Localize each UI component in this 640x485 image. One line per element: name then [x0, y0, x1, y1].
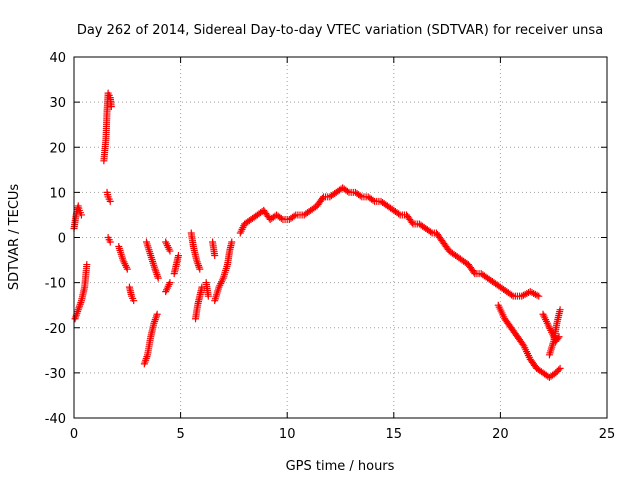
data-point: [555, 366, 563, 374]
x-tick-label: 5: [176, 427, 184, 442]
y-tick-label: 0: [58, 232, 66, 247]
data-point: [211, 252, 219, 260]
x-tick-label: 20: [492, 427, 509, 442]
x-tick-label: 25: [599, 427, 616, 442]
data-point: [408, 218, 416, 226]
x-tick-label: 0: [70, 427, 78, 442]
data-point: [107, 103, 115, 111]
data-point: [130, 297, 138, 305]
y-tick-label: -40: [45, 412, 66, 427]
y-tick-label: -10: [45, 277, 66, 292]
chart-title: Day 262 of 2014, Sidereal Day-to-day VTE…: [77, 23, 603, 38]
data-point: [174, 252, 182, 260]
data-point: [556, 306, 564, 314]
data-point: [343, 187, 351, 195]
data-point: [153, 310, 161, 318]
axis-ticks: [73, 56, 608, 419]
data-point: [395, 210, 403, 218]
data-point: [166, 247, 174, 255]
y-tick-label: 10: [49, 186, 66, 201]
y-tick-label: 30: [49, 96, 66, 111]
y-axis-label: SDTVAR / TECUs: [7, 184, 22, 291]
data-point: [77, 211, 85, 219]
data-point: [427, 228, 435, 236]
data-point: [290, 212, 298, 220]
y-axis-tick-labels: -40 -30 -20 -10 0 10 20 30 40: [45, 51, 66, 427]
y-tick-label: 20: [49, 141, 66, 156]
data-point: [154, 274, 162, 282]
data-point: [369, 196, 377, 204]
x-axis-label: GPS time / hours: [286, 459, 395, 474]
data-point: [508, 291, 516, 299]
y-tick-label: -20: [45, 322, 66, 337]
grid-lines: [74, 57, 607, 418]
data-point: [198, 283, 206, 291]
x-tick-label: 10: [279, 427, 296, 442]
x-axis-tick-labels: 0 5 10 15 20 25: [70, 427, 615, 442]
data-point: [106, 238, 114, 246]
data-point: [356, 192, 364, 200]
data-point: [318, 194, 326, 202]
y-tick-label: -30: [45, 367, 66, 382]
data-point: [277, 214, 285, 222]
data-point: [535, 292, 543, 300]
data-point: [204, 292, 212, 300]
x-tick-label: 15: [386, 427, 403, 442]
data-point: [533, 291, 541, 299]
y-tick-label: 40: [49, 51, 66, 66]
data-point: [106, 197, 114, 205]
data-point: [166, 279, 174, 287]
data-series-sdtvar: [70, 89, 564, 381]
data-point: [470, 268, 478, 276]
data-point: [228, 238, 236, 246]
data-point: [83, 261, 91, 269]
plot-frame: [73, 56, 608, 419]
data-point: [554, 334, 562, 342]
data-point: [123, 265, 131, 273]
data-point: [196, 265, 204, 273]
data-point: [556, 364, 564, 372]
